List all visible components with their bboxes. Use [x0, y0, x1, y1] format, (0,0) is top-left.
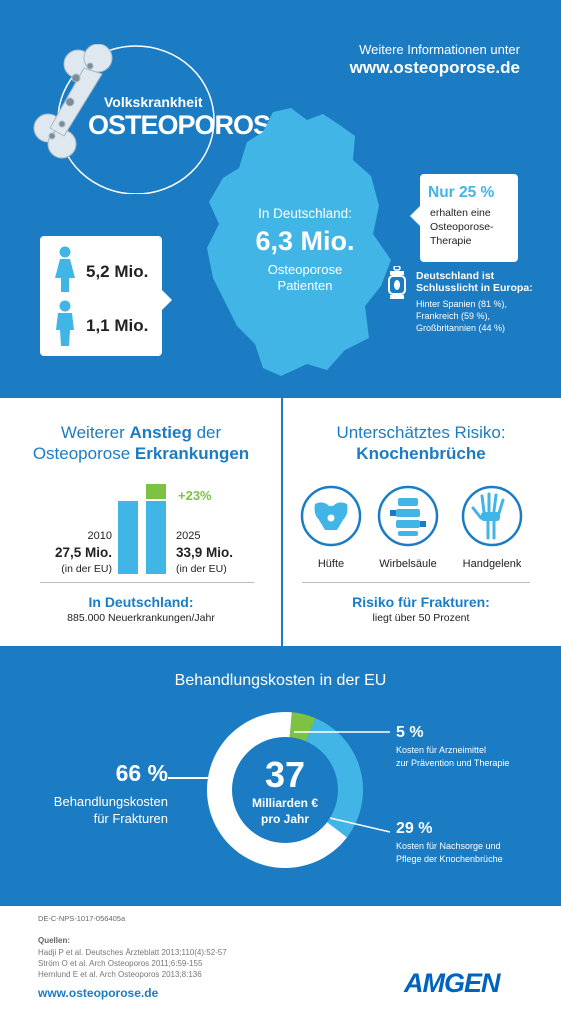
- rise-title-bold: Anstieg: [129, 423, 192, 442]
- risk-text: liegt über 50 Prozent: [372, 612, 470, 624]
- bar-2025: [146, 500, 166, 574]
- sources-title: Quellen:: [38, 936, 71, 945]
- man-icon: [56, 300, 74, 346]
- right1-line2: zur Prävention und Therapie: [396, 758, 510, 768]
- rise-title-line1: Weiterer Anstieg der: [10, 422, 272, 443]
- fracture-label-spine: Wirbelsäule: [379, 558, 437, 570]
- therapy-pct: Nur 25 %: [428, 184, 495, 201]
- right2-text: Kosten für Nachsorge und Pflege der Knoc…: [396, 840, 546, 866]
- fracture-title-line1: Unterschätztes Risiko:: [336, 423, 506, 442]
- right2-pct: 29 %: [396, 820, 433, 837]
- gender-box-pointer: [160, 288, 172, 312]
- lantern-icon: [388, 266, 406, 299]
- men-value: 1,1 Mio.: [86, 316, 149, 335]
- hip-icon: [300, 485, 362, 547]
- logo-line1: Volkskrankheit: [104, 94, 203, 110]
- year-2010: 2010: [87, 530, 112, 542]
- germany-title: In Deutschland:: [88, 594, 194, 610]
- source-item: Hernlund E et al. Arch Osteoporos 2013;8…: [38, 970, 202, 979]
- rise-title-part: Osteoporose: [32, 444, 135, 463]
- fracture-baseline: [302, 582, 530, 583]
- right1-text: Kosten für Arzneimittel zur Prävention u…: [396, 744, 546, 770]
- bone-icon: [33, 44, 113, 159]
- bar-2010: [118, 500, 138, 574]
- logo-line2: OSTEOPOROSE: [88, 110, 288, 140]
- center-value: 37: [264, 754, 306, 795]
- women-value: 5,2 Mio.: [86, 262, 149, 281]
- europe-item: Großbritannien (44 %): [416, 323, 506, 333]
- costs-section: Behandlungskosten in der EU 37 Milliarde…: [0, 646, 561, 906]
- gender-box: [40, 236, 162, 356]
- region-2025: (in der EU): [176, 563, 227, 575]
- right1-line1: Kosten für Arzneimittel: [396, 745, 487, 755]
- fracture-title: Unterschätztes Risiko: Knochenbrüche: [290, 422, 552, 464]
- value-2025: 33,9 Mio.: [176, 545, 234, 560]
- rise-title: Weiterer Anstieg der Osteoporose Erkrank…: [10, 422, 272, 464]
- right2-line2: Pflege der Knochenbrüche: [396, 854, 503, 864]
- left-pct: 66 %: [115, 760, 168, 786]
- right1-pct: 5 %: [396, 724, 424, 741]
- year-2025: 2025: [176, 530, 201, 542]
- europe-title1: Deutschland ist: [416, 270, 495, 282]
- rise-title-line2: Osteoporose Erkrankungen: [10, 443, 272, 464]
- europe-item: Frankreich (59 %),: [416, 311, 491, 321]
- right-leader-lines: [294, 731, 391, 833]
- therapy-box: Nur 25 % erhalten eine Osteoporose- Ther…: [420, 174, 518, 262]
- rise-baseline: [40, 582, 254, 583]
- map-line2: Patienten: [277, 278, 333, 293]
- map-value: 6,3 Mio.: [255, 226, 355, 256]
- fracture-label-wrist: Handgelenk: [462, 558, 522, 570]
- therapy-line3: Therapie: [430, 235, 472, 247]
- therapy-text: erhalten eine Osteoporose- Therapie: [430, 206, 518, 248]
- osteoporose-logo: [33, 44, 215, 194]
- left-line1: Behandlungskosten: [53, 794, 168, 809]
- map-intro: In Deutschland:: [258, 206, 352, 221]
- left-leader-line: [168, 777, 214, 779]
- risk-title: Risiko für Frakturen:: [352, 594, 490, 610]
- germany-map: [207, 108, 391, 376]
- footer-section: DE-C-NPS-1017-056405a Quellen: Hadji P e…: [0, 906, 561, 1024]
- source-item: Hadji P et al. Deutsches Ärzteblatt 2013…: [38, 948, 227, 957]
- region-2010: (in der EU): [61, 563, 112, 575]
- left-text: Behandlungskosten für Frakturen: [20, 793, 168, 827]
- center-line1: Milliarden €: [251, 796, 319, 810]
- left-line2: für Frakturen: [93, 811, 168, 826]
- right2-line1: Kosten für Nachsorge und: [396, 841, 501, 851]
- rise-title-bold: Erkrankungen: [134, 444, 250, 463]
- amgen-logo: AMGEN: [404, 968, 501, 998]
- hand-icon: [461, 485, 523, 547]
- europe-title2: Schlusslicht in Europa:: [416, 282, 533, 294]
- bar-2025-growth: [146, 484, 166, 499]
- center-line2: pro Jahr: [260, 812, 309, 826]
- therapy-box-pointer: [410, 204, 422, 228]
- cost-donut-chart: [207, 712, 363, 868]
- woman-icon: [55, 246, 75, 292]
- footer-url-link[interactable]: www.osteoporose.de: [38, 986, 159, 1000]
- map-line1: Osteoporose: [267, 262, 343, 277]
- spine-icon: [377, 485, 439, 547]
- middle-section: Weiterer Anstieg der Osteoporose Erkrank…: [0, 398, 561, 646]
- europe-list: Hinter Spanien (81 %), Frankreich (59 %)…: [416, 298, 546, 334]
- therapy-line1: erhalten eine: [430, 207, 491, 219]
- rise-title-part: der: [191, 423, 222, 442]
- hero-section: Volkskrankheit OSTEOPOROSE Weitere Infor…: [0, 0, 561, 398]
- source-item: Ström O et al. Arch Osteoporos 2011;6:59…: [38, 959, 203, 968]
- germany-text: 885.000 Neuerkrankungen/Jahr: [67, 612, 215, 624]
- therapy-line2: Osteoporose-: [430, 221, 494, 233]
- rise-title-part: Weiterer: [60, 423, 130, 442]
- fracture-label-hip: Hüfte: [317, 558, 345, 570]
- costs-title: Behandlungskosten in der EU: [174, 672, 387, 689]
- info-url-link[interactable]: www.osteoporose.de: [349, 58, 520, 77]
- info-line: Weitere Informationen unter: [359, 42, 520, 57]
- europe-title: Deutschland ist Schlusslicht in Europa:: [416, 270, 546, 294]
- sources-list: Hadji P et al. Deutsches Ärzteblatt 2013…: [38, 947, 358, 980]
- donut-hole: [232, 737, 338, 843]
- document-code: DE-C-NPS-1017-056405a: [38, 914, 126, 923]
- growth-label: +23%: [178, 488, 212, 503]
- europe-item: Hinter Spanien (81 %),: [416, 299, 508, 309]
- rise-bar-chart: [118, 484, 166, 574]
- middle-divider: [281, 398, 283, 646]
- fracture-title-line2: Knochenbrüche: [356, 444, 486, 463]
- value-2010: 27,5 Mio.: [54, 545, 112, 560]
